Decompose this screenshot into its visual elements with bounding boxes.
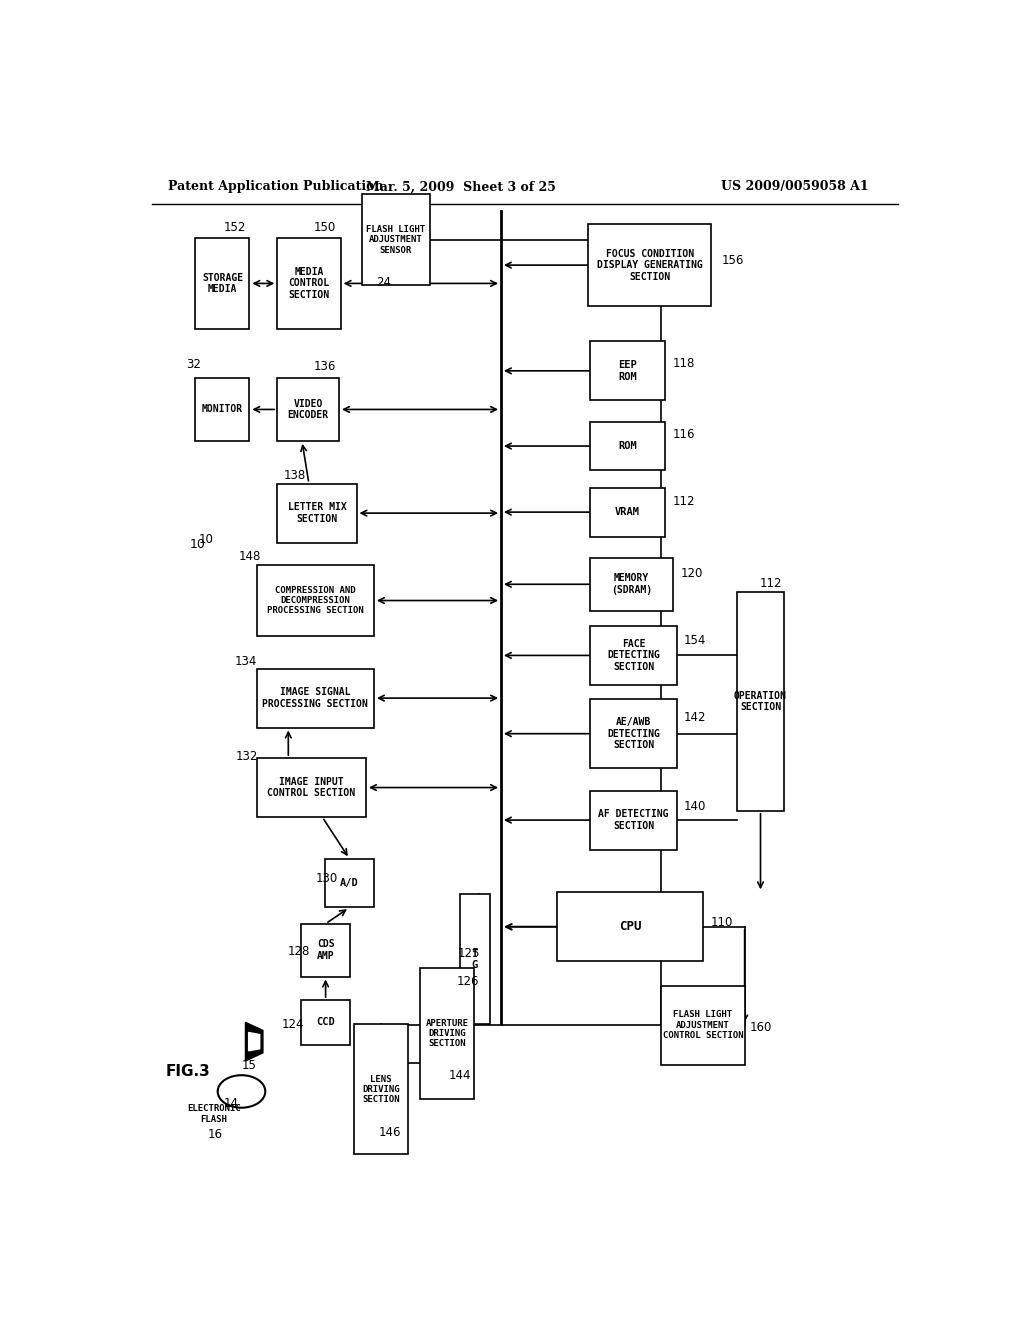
Text: 116: 116 <box>673 429 694 441</box>
Polygon shape <box>246 1022 263 1061</box>
Text: ROM: ROM <box>618 441 637 451</box>
Text: T
G: T G <box>472 949 478 970</box>
FancyBboxPatch shape <box>662 986 744 1065</box>
Text: FLASH LIGHT
ADJUSTMENT
CONTROL SECTION: FLASH LIGHT ADJUSTMENT CONTROL SECTION <box>663 1011 743 1040</box>
Text: 130: 130 <box>315 871 338 884</box>
FancyBboxPatch shape <box>362 194 430 285</box>
Text: Patent Application Publication: Patent Application Publication <box>168 181 383 193</box>
Text: 110: 110 <box>711 916 733 929</box>
FancyBboxPatch shape <box>196 378 250 441</box>
Text: ELECTRONIC
FLASH: ELECTRONIC FLASH <box>186 1104 241 1123</box>
Text: OPERATION
SECTION: OPERATION SECTION <box>734 690 786 713</box>
Text: 128: 128 <box>288 945 310 958</box>
Text: EEP
ROM: EEP ROM <box>618 360 637 381</box>
Text: VIDEO
ENCODER: VIDEO ENCODER <box>288 399 329 420</box>
Text: FLASH LIGHT
ADJUSTMENT
SENSOR: FLASH LIGHT ADJUSTMENT SENSOR <box>367 224 425 255</box>
FancyBboxPatch shape <box>588 224 712 306</box>
Text: COMPRESSION AND
DECOMPRESSION
PROCESSING SECTION: COMPRESSION AND DECOMPRESSION PROCESSING… <box>267 586 364 615</box>
FancyBboxPatch shape <box>590 558 673 611</box>
Text: MONITOR: MONITOR <box>202 404 243 414</box>
Text: 15: 15 <box>242 1059 256 1072</box>
FancyBboxPatch shape <box>301 924 350 977</box>
Text: FOCUS CONDITION
DISPLAY GENERATING
SECTION: FOCUS CONDITION DISPLAY GENERATING SECTI… <box>597 248 702 281</box>
Text: 118: 118 <box>673 358 694 370</box>
Text: 10: 10 <box>199 533 213 546</box>
FancyBboxPatch shape <box>278 378 339 441</box>
Text: LETTER MIX
SECTION: LETTER MIX SECTION <box>288 503 346 524</box>
FancyBboxPatch shape <box>460 894 489 1024</box>
Text: 154: 154 <box>683 634 706 647</box>
Text: CDS
AMP: CDS AMP <box>316 940 335 961</box>
FancyBboxPatch shape <box>325 859 374 907</box>
Text: 24: 24 <box>376 276 391 289</box>
FancyBboxPatch shape <box>278 238 341 329</box>
Text: LENS
DRIVING
SECTION: LENS DRIVING SECTION <box>362 1074 400 1105</box>
Text: 112: 112 <box>673 495 694 508</box>
Text: 152: 152 <box>224 220 247 234</box>
Text: 146: 146 <box>379 1126 401 1139</box>
FancyBboxPatch shape <box>590 342 666 400</box>
Text: Mar. 5, 2009  Sheet 3 of 25: Mar. 5, 2009 Sheet 3 of 25 <box>367 181 556 193</box>
Text: 150: 150 <box>313 220 336 234</box>
Text: AE/AWB
DETECTING
SECTION: AE/AWB DETECTING SECTION <box>607 717 659 750</box>
FancyBboxPatch shape <box>257 758 367 817</box>
FancyBboxPatch shape <box>737 593 783 810</box>
Text: FACE
DETECTING
SECTION: FACE DETECTING SECTION <box>607 639 659 672</box>
FancyBboxPatch shape <box>257 565 374 636</box>
Text: 156: 156 <box>722 253 743 267</box>
FancyBboxPatch shape <box>557 892 703 961</box>
FancyBboxPatch shape <box>278 483 356 543</box>
Text: IMAGE SIGNAL
PROCESSING SECTION: IMAGE SIGNAL PROCESSING SECTION <box>262 688 369 709</box>
Text: 126: 126 <box>457 975 479 989</box>
FancyBboxPatch shape <box>354 1024 409 1155</box>
Text: 125: 125 <box>458 946 480 960</box>
Text: 138: 138 <box>284 469 306 482</box>
FancyBboxPatch shape <box>590 700 677 768</box>
Text: 132: 132 <box>236 750 258 763</box>
FancyBboxPatch shape <box>257 669 374 727</box>
Polygon shape <box>249 1032 260 1051</box>
FancyBboxPatch shape <box>420 969 474 1098</box>
Text: AF DETECTING
SECTION: AF DETECTING SECTION <box>598 809 669 830</box>
Text: 124: 124 <box>282 1018 304 1031</box>
Text: 142: 142 <box>683 711 706 723</box>
FancyBboxPatch shape <box>301 1001 350 1044</box>
Text: US 2009/0059058 A1: US 2009/0059058 A1 <box>721 181 868 193</box>
Text: 112: 112 <box>760 577 782 590</box>
FancyBboxPatch shape <box>196 238 250 329</box>
Text: 16: 16 <box>208 1127 223 1140</box>
Text: A/D: A/D <box>340 878 358 888</box>
Text: STORAGE
MEDIA: STORAGE MEDIA <box>202 273 243 294</box>
Text: APERTURE
DRIVING
SECTION: APERTURE DRIVING SECTION <box>426 1019 469 1048</box>
Text: CCD: CCD <box>316 1018 335 1027</box>
FancyBboxPatch shape <box>590 487 666 536</box>
Text: 144: 144 <box>449 1069 471 1081</box>
Text: IMAGE INPUT
CONTROL SECTION: IMAGE INPUT CONTROL SECTION <box>267 776 355 799</box>
Text: 148: 148 <box>239 550 261 564</box>
Ellipse shape <box>218 1076 265 1107</box>
Text: 14: 14 <box>223 1097 239 1110</box>
FancyBboxPatch shape <box>590 791 677 850</box>
Text: 160: 160 <box>751 1020 772 1034</box>
FancyBboxPatch shape <box>590 421 666 470</box>
Text: 140: 140 <box>683 800 706 813</box>
Text: 134: 134 <box>234 655 257 668</box>
Text: 120: 120 <box>680 566 702 579</box>
Text: 136: 136 <box>313 360 336 374</box>
FancyBboxPatch shape <box>590 626 677 685</box>
Text: 32: 32 <box>186 358 202 371</box>
Text: CPU: CPU <box>618 920 641 933</box>
Text: MEDIA
CONTROL
SECTION: MEDIA CONTROL SECTION <box>289 267 330 300</box>
Text: FIG.3: FIG.3 <box>165 1064 210 1078</box>
Text: 10: 10 <box>189 539 206 552</box>
Text: MEMORY
(SDRAM): MEMORY (SDRAM) <box>611 573 652 595</box>
Text: VRAM: VRAM <box>615 507 640 517</box>
